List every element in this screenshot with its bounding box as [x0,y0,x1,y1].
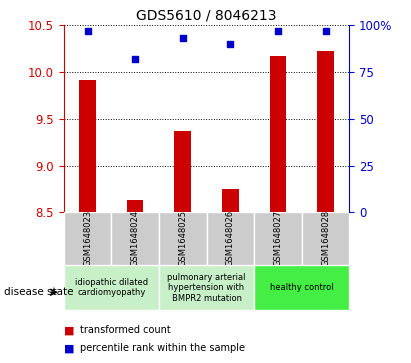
Text: disease state: disease state [4,287,74,297]
Text: percentile rank within the sample: percentile rank within the sample [80,343,245,354]
Text: idiopathic dilated
cardiomyopathy: idiopathic dilated cardiomyopathy [75,278,148,297]
Bar [64,212,111,265]
Bar [174,131,191,212]
Bar [159,265,254,310]
Bar [254,212,302,265]
Text: GSM1648024: GSM1648024 [131,209,140,266]
Point [227,41,233,47]
Text: ■: ■ [64,325,74,335]
Bar [317,51,334,212]
Bar [64,265,159,310]
Text: healthy control: healthy control [270,283,334,292]
Text: GSM1648023: GSM1648023 [83,209,92,266]
Text: GSM1648027: GSM1648027 [273,209,282,266]
Text: pulmonary arterial
hypertension with
BMPR2 mutation: pulmonary arterial hypertension with BMP… [167,273,246,303]
Title: GDS5610 / 8046213: GDS5610 / 8046213 [136,9,277,23]
Text: GSM1648028: GSM1648028 [321,209,330,266]
Bar [111,212,159,265]
Text: ■: ■ [64,343,74,354]
Bar [159,212,206,265]
Point [275,28,281,34]
Bar [254,265,349,310]
Text: GSM1648026: GSM1648026 [226,209,235,266]
Bar [270,56,286,212]
Bar [222,189,239,212]
Point [180,36,186,41]
Bar [302,212,349,265]
Text: GSM1648025: GSM1648025 [178,209,187,266]
Bar [79,79,96,212]
Point [322,28,329,34]
Point [132,56,139,62]
Bar [127,200,143,212]
Point [84,28,91,34]
Bar [206,212,254,265]
Text: transformed count: transformed count [80,325,171,335]
